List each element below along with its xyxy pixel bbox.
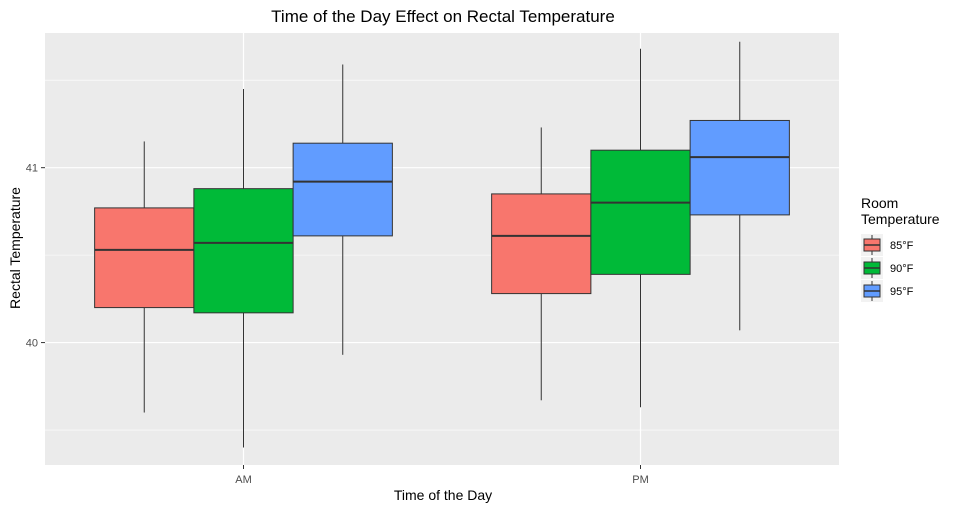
legend-label: 85°F	[890, 240, 914, 252]
x-tick-label: AM	[235, 474, 252, 486]
box-group	[94, 141, 195, 413]
legend-key	[861, 234, 883, 256]
legend-label: 95°F	[890, 286, 914, 298]
box-group	[689, 41, 790, 331]
box-body	[94, 207, 195, 309]
box-body	[491, 193, 592, 295]
box-body	[292, 142, 393, 237]
box-group	[292, 64, 393, 355]
box-group	[590, 48, 691, 408]
legend-label: 90°F	[890, 263, 914, 275]
plot-area: 40 41 AM PM	[26, 33, 839, 486]
y-tick-label: 40	[26, 338, 38, 350]
legend-key	[861, 280, 883, 302]
box-body	[590, 149, 691, 275]
x-axis-title: Time of the Day	[394, 487, 492, 503]
y-tick-label: 41	[26, 163, 38, 175]
box-body	[689, 119, 790, 216]
chart-title: Time of the Day Effect on Rectal Tempera…	[271, 7, 615, 26]
box-body	[193, 188, 294, 314]
legend-title-line: Temperature	[861, 211, 940, 227]
x-tick-label: PM	[632, 474, 649, 486]
y-axis-title: Rectal Temperature	[7, 187, 23, 309]
legend-title-line: Room	[861, 195, 898, 211]
box-group	[193, 88, 294, 448]
legend-key	[861, 257, 883, 279]
